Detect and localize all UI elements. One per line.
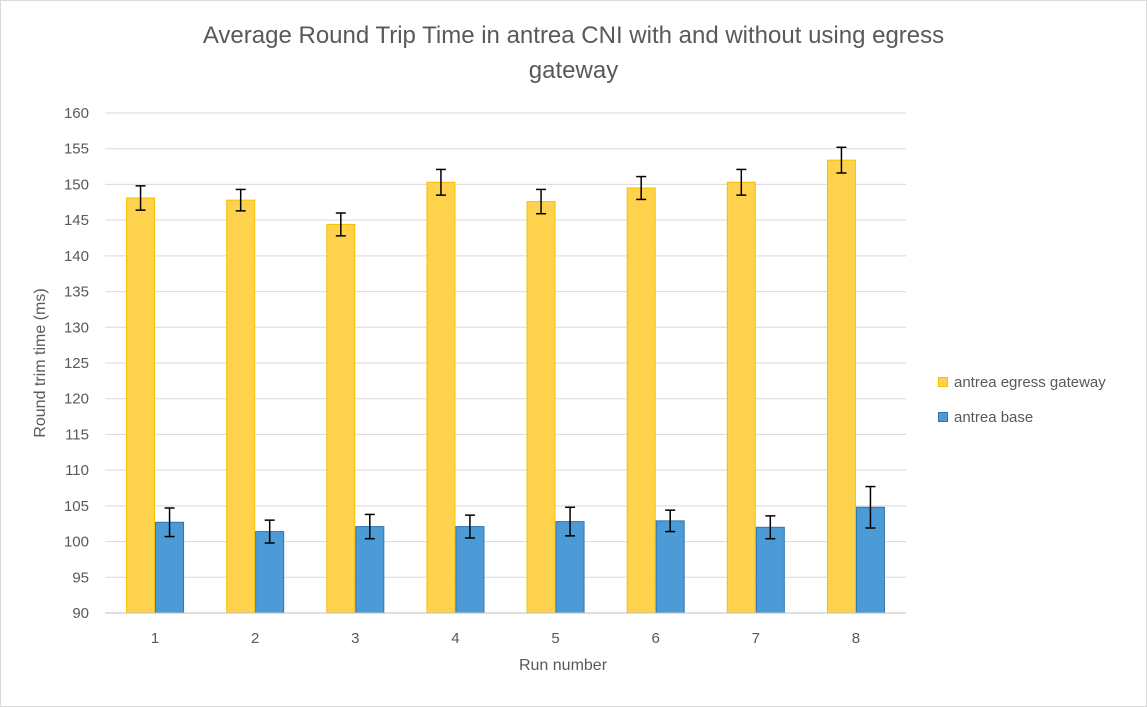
legend: antrea egress gateway antrea base — [938, 370, 1106, 440]
x-tick-label: 8 — [852, 630, 860, 647]
legend-swatch-base — [938, 412, 948, 422]
x-tick-label: 2 — [251, 630, 259, 647]
bar-egress-gateway — [226, 199, 256, 614]
chart-title-line-1: Average Round Trip Time in antrea CNI wi… — [202, 22, 945, 49]
legend-item-egress-gateway: antrea egress gateway — [938, 370, 1106, 394]
y-tick-label: 160 — [64, 105, 89, 122]
bar-base — [355, 526, 385, 614]
bar-base — [455, 526, 485, 614]
bar-egress-gateway — [726, 181, 756, 614]
bar-egress-gateway — [326, 223, 356, 614]
y-tick-label: 140 — [64, 248, 89, 265]
y-tick-label: 155 — [64, 141, 89, 158]
x-tick-label: 7 — [752, 630, 760, 647]
x-axis-label: Run number — [518, 657, 608, 674]
bar-egress-gateway — [426, 181, 456, 614]
legend-item-base: antrea base — [938, 405, 1106, 429]
y-axis-label: Round trim time (ms) — [32, 288, 49, 438]
y-tick-label: 115 — [65, 426, 89, 443]
bar-base — [255, 531, 285, 614]
y-tick-label: 145 — [64, 212, 89, 229]
legend-label-base: antrea base — [954, 408, 1034, 426]
x-tick-label: 6 — [652, 630, 660, 647]
x-tick-label: 3 — [351, 630, 359, 647]
x-tick-label: 4 — [451, 630, 459, 647]
bar-base — [555, 521, 585, 614]
y-tick-label: 100 — [64, 534, 89, 551]
bar-egress-gateway — [826, 159, 856, 614]
legend-label-egress-gateway: antrea egress gateway — [954, 373, 1106, 391]
y-tick-label: 95 — [72, 569, 89, 586]
y-tick-label: 150 — [64, 176, 89, 193]
bar-egress-gateway — [526, 201, 556, 614]
y-tick-label: 135 — [64, 284, 89, 301]
x-tick-label: 5 — [551, 630, 559, 647]
bar-egress-gateway — [126, 197, 156, 614]
y-tick-label: 130 — [64, 319, 89, 336]
bar-base — [655, 520, 685, 614]
y-tick-label: 90 — [72, 605, 89, 622]
legend-swatch-egress-gateway — [938, 377, 948, 387]
chart-title-line-2: gateway — [528, 57, 619, 84]
y-tick-label: 125 — [64, 355, 89, 372]
bar-base — [755, 526, 785, 614]
bar-egress-gateway — [626, 187, 656, 614]
y-tick-label: 110 — [65, 462, 89, 479]
y-tick-label: 120 — [64, 391, 89, 408]
x-tick-label: 1 — [151, 630, 159, 647]
y-tick-label: 105 — [64, 498, 89, 515]
